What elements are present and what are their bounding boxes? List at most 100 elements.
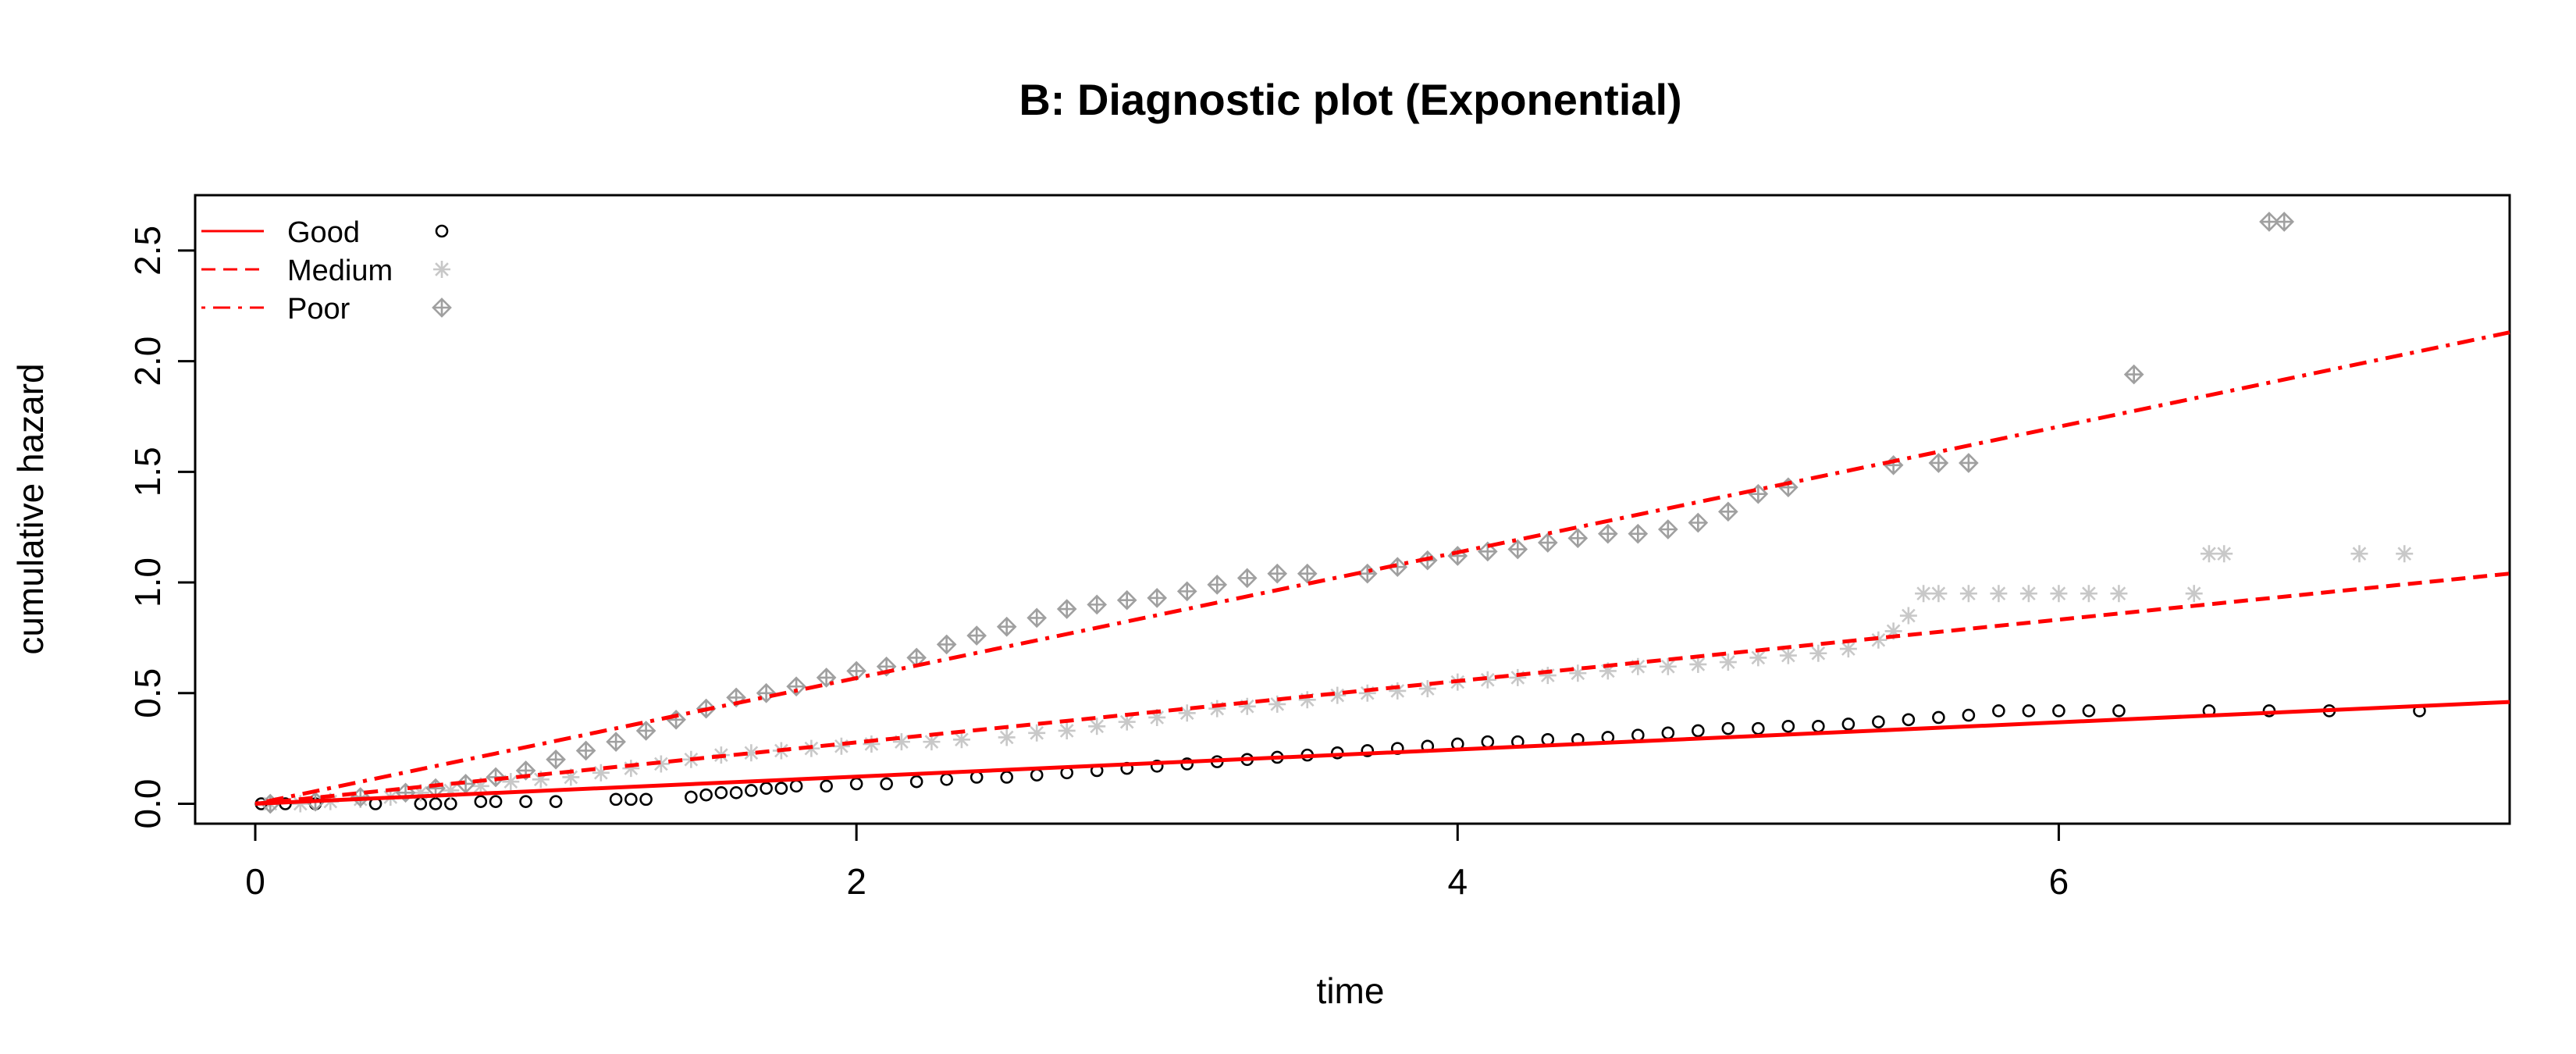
point-good <box>699 788 713 802</box>
point-poor <box>635 721 656 741</box>
point-good <box>1030 768 1044 782</box>
y-tick-label: 0.0 <box>127 779 168 829</box>
point-medium <box>1930 585 1948 603</box>
point-poor <box>1477 541 1498 562</box>
fit-line-medium <box>254 572 2510 806</box>
point-medium <box>1915 585 1933 603</box>
point-poor <box>1507 539 1528 560</box>
fit-line-poor <box>254 330 2510 806</box>
point-medium <box>1899 607 1917 625</box>
x-axis-label: time <box>1317 970 1385 1011</box>
point-medium <box>502 773 520 791</box>
point-medium <box>742 744 760 762</box>
plot-frame <box>194 194 2511 825</box>
legend: Good Medium Poor <box>201 216 452 326</box>
point-medium <box>923 733 941 751</box>
point-good <box>489 795 503 808</box>
point-good <box>2022 704 2036 718</box>
point-medium <box>2215 545 2233 563</box>
point-good <box>549 795 563 808</box>
point-poor <box>2274 212 2295 232</box>
point-poor <box>1597 523 1618 544</box>
point-medium <box>863 735 881 753</box>
point-poor <box>756 682 777 703</box>
legend-marker-symbol <box>432 297 452 318</box>
point-medium <box>1358 684 1376 702</box>
point-medium <box>411 784 429 802</box>
point-good <box>1361 744 1375 757</box>
point-good <box>1902 713 1916 727</box>
point-medium <box>2110 585 2128 603</box>
point-poor <box>546 749 566 770</box>
point-medium <box>1509 668 1527 686</box>
point-good <box>760 782 773 795</box>
point-good <box>474 795 488 808</box>
point-poor <box>996 616 1017 637</box>
point-poor <box>606 732 626 752</box>
point-medium <box>892 733 910 751</box>
legend-label-poor: Poor <box>287 293 350 326</box>
point-good <box>1872 715 1885 728</box>
point-good <box>624 792 638 807</box>
point-good <box>519 795 532 808</box>
point-poor <box>1928 453 1949 473</box>
point-poor <box>1236 568 1258 589</box>
point-good <box>1752 721 1765 735</box>
point-medium <box>1298 691 1316 709</box>
point-medium <box>622 760 640 778</box>
point-poor <box>575 740 596 761</box>
point-medium <box>2019 585 2037 603</box>
x-tick-label: 4 <box>1447 861 1468 902</box>
point-poor <box>1657 519 1678 539</box>
point-good <box>2082 704 2096 718</box>
point-good <box>970 771 984 784</box>
point-good <box>2052 704 2065 718</box>
fit-line-good <box>254 700 2510 806</box>
point-medium <box>1689 655 1707 673</box>
point-medium <box>1749 649 1767 667</box>
point-poor <box>2123 364 2144 385</box>
point-medium <box>1028 724 1046 742</box>
point-poor <box>936 634 957 655</box>
point-medium <box>1779 646 1797 664</box>
legend-marker-symbol <box>435 224 449 238</box>
point-poor <box>1959 453 1979 473</box>
point-medium <box>1659 657 1677 675</box>
y-tick-label: 0.5 <box>127 668 168 718</box>
point-medium <box>1329 686 1347 704</box>
point-good <box>1721 721 1735 735</box>
point-medium <box>1238 697 1256 715</box>
point-medium <box>1629 657 1647 675</box>
point-good <box>1481 735 1495 749</box>
point-poor <box>1207 575 1228 595</box>
point-medium <box>1208 700 1226 718</box>
point-poor <box>1087 594 1108 615</box>
point-good <box>714 786 728 799</box>
point-poor <box>1297 563 1318 584</box>
point-medium <box>2080 585 2097 603</box>
legend-marker-symbol <box>433 261 450 278</box>
point-poor <box>1056 599 1077 619</box>
point-poor <box>1357 563 1378 584</box>
point-poor <box>1717 501 1738 522</box>
point-medium <box>592 764 610 782</box>
point-medium <box>532 771 550 789</box>
legend-marker-poor <box>432 297 452 318</box>
point-medium <box>2050 585 2068 603</box>
point-good <box>745 784 758 797</box>
point-medium <box>562 768 580 786</box>
point-medium <box>1539 667 1557 685</box>
point-good <box>1180 757 1194 771</box>
point-medium <box>471 777 489 795</box>
legend-label-good: Good <box>287 216 360 249</box>
point-medium <box>1839 640 1857 658</box>
point-medium <box>2350 545 2368 563</box>
point-poor <box>1267 563 1288 584</box>
point-medium <box>1809 644 1827 662</box>
point-medium <box>1478 671 1496 689</box>
y-tick-label: 1.5 <box>127 447 168 497</box>
point-good <box>1631 728 1645 742</box>
point-good <box>1000 771 1013 784</box>
y-axis-label: cumulative hazard <box>10 363 51 654</box>
point-medium <box>442 782 460 799</box>
